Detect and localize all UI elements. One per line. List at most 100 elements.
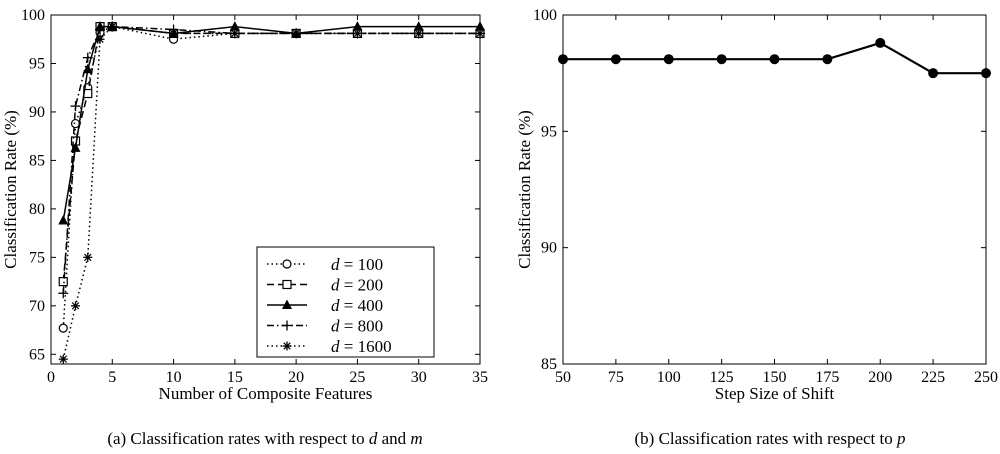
chart-a-y-tick-label: 95 bbox=[29, 55, 45, 72]
legend-label-eq: = bbox=[340, 317, 358, 336]
chart-b: 50 75 100 125 150 175 200 225 250 85 90 95 100 Step … bbox=[515, 7, 998, 448]
chart-a-y-tick-label: 75 bbox=[29, 249, 45, 266]
chart-b-y-tick-label: 95 bbox=[541, 123, 557, 140]
legend-entry: d = 200 bbox=[267, 276, 383, 295]
chart-a-series-1600 bbox=[58, 22, 485, 364]
legend-marker bbox=[282, 341, 292, 351]
legend-label-value: 1600 bbox=[358, 337, 392, 356]
chart-b-x-tick-label: 150 bbox=[763, 369, 787, 386]
chart-a-series-line bbox=[62, 25, 480, 294]
chart-a-series-200 bbox=[58, 22, 485, 287]
chart-a-data-point bbox=[169, 28, 179, 38]
chart-b-series bbox=[558, 37, 991, 79]
chart-b-x-tick-label: 225 bbox=[921, 369, 945, 386]
legend-label: d = 800 bbox=[331, 317, 383, 336]
chart-a-data-point bbox=[475, 28, 485, 38]
chart-a-data-point bbox=[352, 28, 362, 38]
chart-a-y-tick-label: 80 bbox=[29, 201, 45, 218]
legend-entry: d = 400 bbox=[267, 296, 383, 315]
legend-label: d = 1600 bbox=[331, 337, 392, 356]
chart-a-caption: (a) Classification rates with respect to… bbox=[107, 429, 422, 448]
legend-label: d = 200 bbox=[331, 276, 383, 295]
chart-a-data-point bbox=[70, 142, 81, 152]
chart-a-x-tick-label: 10 bbox=[166, 369, 182, 386]
chart-b-data-point bbox=[610, 54, 621, 65]
legend-label-value: 800 bbox=[358, 317, 384, 336]
legend-label-var: d bbox=[331, 317, 340, 336]
chart-a-series-400 bbox=[58, 21, 485, 225]
legend-marker bbox=[282, 299, 292, 309]
legend-entry: d = 1600 bbox=[267, 337, 392, 356]
chart-b-data-point bbox=[928, 68, 939, 79]
chart-b-data-point bbox=[981, 68, 991, 79]
chart-a-data-point bbox=[71, 301, 81, 311]
chart-a-data-point bbox=[58, 215, 69, 225]
chart-a-x-tick-label: 0 bbox=[47, 369, 55, 386]
chart-a-data-point bbox=[230, 28, 240, 38]
chart-a-data-point bbox=[82, 52, 93, 63]
legend-label-eq: = bbox=[340, 276, 358, 295]
chart-a-series-line bbox=[62, 25, 480, 221]
chart-a-y-tick-label: 85 bbox=[29, 152, 45, 169]
chart-a-data-point bbox=[414, 28, 424, 38]
legend-marker bbox=[282, 259, 292, 269]
chart-a-x-tick-label: 20 bbox=[288, 369, 304, 386]
legend-label-var: d bbox=[331, 337, 340, 356]
chart-a-data-point bbox=[107, 22, 117, 32]
chart-b-x-tick-label: 50 bbox=[555, 369, 571, 386]
legend-marker bbox=[282, 320, 292, 331]
legend-label-value: 400 bbox=[358, 296, 384, 315]
chart-a-frame bbox=[50, 14, 481, 365]
chart-a-caption-var-m: m bbox=[410, 429, 422, 448]
legend-entry: d = 100 bbox=[267, 255, 383, 274]
legend-label-value: 100 bbox=[358, 255, 384, 274]
chart-b-x-tick-label: 125 bbox=[710, 369, 734, 386]
chart-b-data-point bbox=[769, 54, 780, 65]
chart-a-caption-prefix: (a) Classification rates with respect to bbox=[107, 429, 369, 448]
chart-a-data-point bbox=[229, 21, 240, 31]
chart-b-x-tick-label: 250 bbox=[974, 369, 998, 386]
chart-b-y-tick-label: 100 bbox=[533, 7, 557, 24]
chart-a-data-point bbox=[475, 21, 485, 31]
chart-b-x-tick-label: 100 bbox=[657, 369, 681, 386]
chart-a-data-point bbox=[58, 276, 68, 287]
legend-label-eq: = bbox=[340, 337, 358, 356]
chart-a-data-point bbox=[352, 21, 363, 31]
chart-b-y-tick-label: 90 bbox=[541, 240, 557, 257]
chart-a-y-tick-label: 70 bbox=[29, 298, 45, 315]
legend-marker bbox=[282, 279, 292, 290]
legend-entry: d = 800 bbox=[267, 317, 383, 336]
chart-b-x-tick-label: 200 bbox=[868, 369, 892, 386]
chart-b-caption: (b) Classification rates with respect to… bbox=[635, 429, 906, 448]
chart-a-x-tick-label: 30 bbox=[411, 369, 427, 386]
chart-b-series-0 bbox=[558, 37, 991, 79]
legend-label: d = 400 bbox=[331, 296, 383, 315]
chart-b-data-point bbox=[822, 54, 833, 65]
chart-b-x-tick-label: 75 bbox=[608, 369, 624, 386]
chart-a-y-axis-label: Classification Rate (%) bbox=[1, 110, 20, 269]
chart-a-caption-var-d: d bbox=[369, 429, 378, 448]
legend-label-var: d bbox=[331, 255, 340, 274]
chart-a-x-tick-label: 15 bbox=[227, 369, 243, 386]
chart-b-data-point bbox=[663, 54, 674, 65]
legend-label-eq: = bbox=[340, 255, 358, 274]
chart-a-data-point bbox=[82, 63, 93, 74]
chart-b-caption-var-p: p bbox=[896, 429, 906, 448]
chart-b-data-point bbox=[875, 37, 886, 48]
legend-label-eq: = bbox=[340, 296, 358, 315]
chart-a-data-point bbox=[58, 354, 68, 364]
chart-b-x-tick-label: 175 bbox=[815, 369, 839, 386]
chart-b-ticks: 50 75 100 125 150 175 200 225 250 85 90 95 100 bbox=[533, 7, 998, 386]
chart-a-x-tick-label: 35 bbox=[472, 369, 488, 386]
chart-a-series-line bbox=[62, 25, 480, 282]
chart-a-ticks: 0 5 10 15 20 25 30 35 65 70 75 80 85 90 95 100 bbox=[21, 7, 488, 386]
chart-a-data-point bbox=[95, 24, 106, 35]
chart-b-y-tick-label: 85 bbox=[541, 356, 557, 373]
chart-b-y-axis-label: Classification Rate (%) bbox=[515, 110, 534, 269]
chart-a-y-tick-label: 65 bbox=[29, 346, 45, 363]
legend-label: d = 100 bbox=[331, 255, 383, 274]
chart-a-y-tick-label: 90 bbox=[29, 104, 45, 121]
chart-a-series bbox=[58, 21, 485, 364]
